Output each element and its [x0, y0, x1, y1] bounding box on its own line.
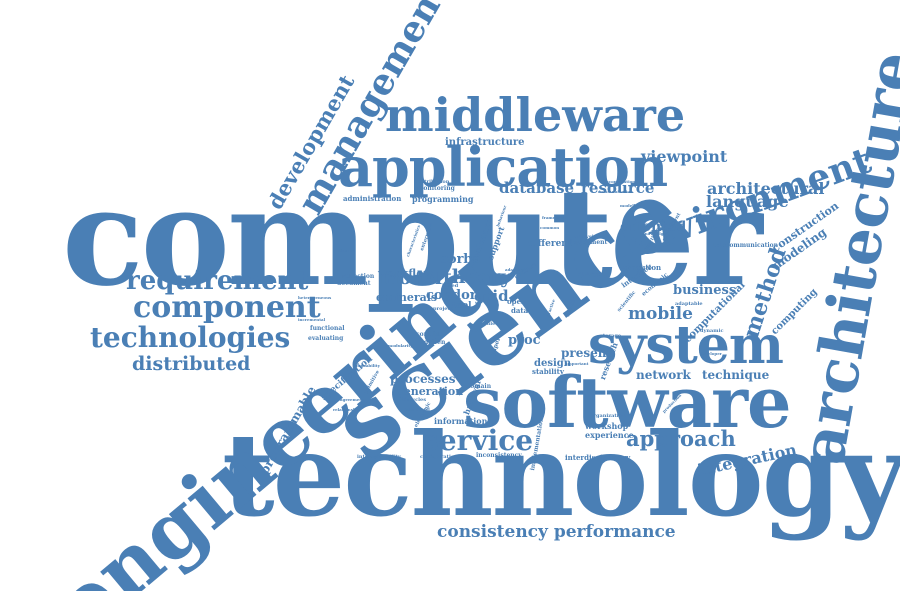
word-oriented: oriented: [620, 219, 687, 235]
word-architectural: architectural: [707, 179, 825, 198]
word-developer: developer: [700, 351, 722, 356]
word-storage: storage: [600, 333, 622, 339]
word-approach: approach: [626, 426, 736, 451]
word-model: model: [380, 268, 442, 289]
word-distinct: distinct: [338, 248, 356, 253]
word-reflection: reflection: [342, 273, 375, 280]
word-distributed: distributed: [132, 353, 251, 375]
word-technology: technology: [222, 408, 900, 542]
word-database: database: [499, 179, 575, 197]
word-interdisciplinary: interdisciplinary: [565, 453, 631, 462]
word-adaptive: adaptive: [505, 267, 525, 272]
word-technique: technique: [702, 368, 770, 382]
word-different: different: [528, 239, 572, 249]
word-configuration: configuration: [420, 454, 458, 460]
word-project: project: [433, 306, 453, 312]
word-framework: framework: [542, 215, 567, 220]
word-dynamic: dynamic: [700, 328, 724, 334]
word-analysis: analysis: [574, 234, 597, 240]
word-computer: computer: [62, 158, 763, 316]
word-distribution: distribution: [416, 179, 450, 185]
word-administration: administration: [343, 194, 402, 203]
word-mobile: mobile: [628, 304, 693, 324]
word-conflict: conflict: [416, 331, 442, 338]
word-infrastructure: infrastructure: [445, 137, 525, 148]
word-theory: theory: [443, 266, 512, 288]
word-agreement: agreement: [340, 397, 365, 402]
word-requirement: requirement: [126, 266, 309, 296]
word-consistency-performance: consistency performance: [437, 522, 676, 542]
word-present: present: [561, 346, 613, 360]
word-experience: experience: [585, 430, 634, 440]
word-evaluating: evaluating: [308, 335, 344, 342]
word-functional: functional: [310, 325, 345, 332]
word-modularity: modularity: [388, 343, 413, 348]
word-workshop: workshop: [585, 421, 629, 431]
word-network: network: [636, 368, 691, 382]
word-middleware: middleware: [385, 88, 686, 142]
word-system: system: [588, 315, 784, 376]
word-reconciliation: reconciliation: [604, 179, 636, 184]
word-knowledge: knowledge: [642, 231, 666, 236]
word-communication: communication: [598, 189, 633, 194]
word-lifecycles: lifecycles: [400, 397, 427, 403]
word-important: important: [566, 361, 589, 366]
word-business: business: [673, 283, 737, 298]
word-component: component: [133, 290, 321, 325]
word-reusability: reusability: [356, 363, 380, 368]
word-document: document: [337, 280, 371, 287]
word-application: application: [338, 135, 668, 199]
word-telecommunication: telecommunication: [713, 242, 778, 249]
word-relationship: relationship: [333, 407, 361, 412]
word-execution: execution: [623, 263, 662, 272]
word-viewpoint: viewpoint: [641, 147, 728, 166]
word-deployment: deployment: [568, 239, 608, 246]
word-architecture: architecture: [788, 46, 900, 470]
word-service: service: [423, 424, 534, 457]
word-adaptable: adaptable: [675, 301, 703, 307]
word-interoperability: interoperability: [357, 454, 401, 460]
word-information: information: [434, 416, 488, 426]
word-standard: standard: [405, 407, 430, 413]
word-technologies: technologies: [90, 321, 291, 354]
word-workflow: workflow: [378, 267, 434, 280]
word-change: change: [578, 271, 603, 278]
word-common: common: [540, 225, 560, 230]
word-programming: programming: [412, 194, 474, 204]
word-resource: resource: [581, 179, 655, 197]
word-generation: generation: [396, 385, 464, 398]
word-inconsistency: inconsistency: [476, 452, 522, 459]
word-domain: domain: [466, 383, 492, 390]
word-proc: proc: [508, 333, 541, 348]
word-organization: organization: [590, 413, 626, 419]
word-driven: driven: [424, 339, 446, 346]
word-rules: rules: [484, 321, 499, 327]
word-eminerals: eminerals: [376, 291, 438, 304]
word-grid: grid: [474, 287, 509, 305]
word-monitoring: monitoring: [417, 185, 455, 192]
word-corba: corba: [440, 252, 481, 267]
word-stability: stability: [532, 367, 564, 376]
word-processes: processes: [390, 372, 456, 386]
word-tool: tool: [452, 301, 472, 311]
word-modelling: modelling: [620, 203, 643, 208]
word-open: open: [507, 297, 527, 306]
word-data: data: [511, 306, 529, 315]
word-condor: condor: [426, 288, 477, 303]
word-language: language: [706, 192, 789, 211]
word-design: design: [534, 358, 572, 369]
word-heterogeneous: heterogeneous: [298, 295, 332, 300]
word-incremental: incremental: [298, 317, 326, 322]
word-software: software: [463, 361, 792, 444]
word-based: based: [442, 283, 459, 289]
